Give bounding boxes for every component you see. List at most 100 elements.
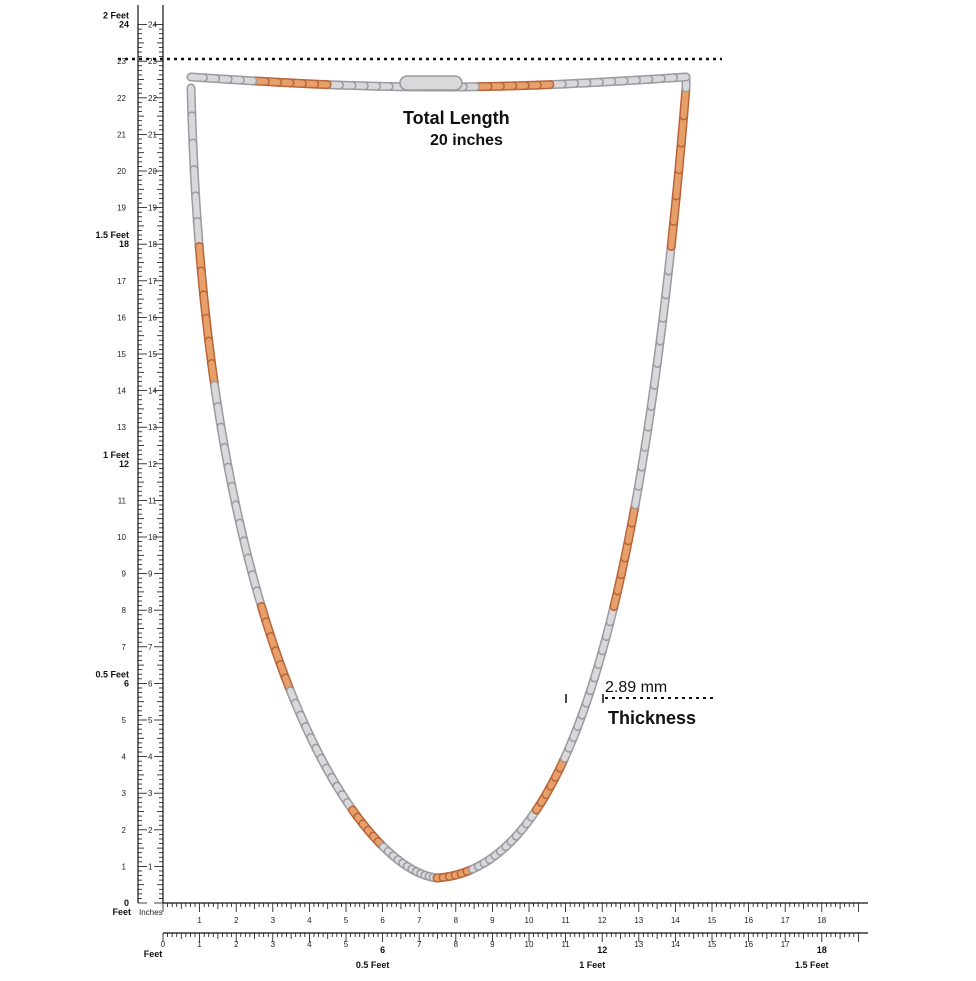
vertical-ruler-inch-number: 17 xyxy=(117,277,126,286)
chain-clasp xyxy=(400,76,462,90)
vertical-ruler-inch-number: 5 xyxy=(148,716,153,725)
horizontal-ruler-foot-label: 1 Feet xyxy=(579,960,605,970)
vertical-ruler-feet-inch-number: 6 xyxy=(124,678,129,688)
vertical-ruler-inch-number: 10 xyxy=(117,533,126,542)
horizontal-ruler-inch-number: 9 xyxy=(490,916,495,925)
horizontal-ruler-inch-number: 7 xyxy=(417,916,422,925)
horizontal-ruler-inch-number: 18 xyxy=(817,916,826,925)
vertical-ruler-inch-number: 20 xyxy=(148,167,157,176)
horizontal-ruler-bottom-number: 0 xyxy=(161,940,166,949)
horizontal-ruler-bottom-number: 16 xyxy=(744,940,753,949)
vertical-ruler-feet-caption: Feet xyxy=(112,907,131,917)
horizontal-ruler-bottom-number: 1 xyxy=(197,940,202,949)
horizontal-ruler-bottom-number: 14 xyxy=(671,940,680,949)
vertical-ruler-inch-number: 2 xyxy=(122,826,127,835)
horizontal-ruler-inch-number: 5 xyxy=(344,916,349,925)
vertical-ruler-inch-number: 7 xyxy=(148,643,153,652)
vertical-ruler-inch-number: 14 xyxy=(117,387,126,396)
horizontal-ruler-bottom-number: 11 xyxy=(561,940,570,949)
horizontal-ruler-foot-label: 1.5 Feet xyxy=(795,960,829,970)
vertical-ruler-inch-number: 3 xyxy=(148,789,153,798)
necklace-chain xyxy=(191,76,686,878)
vertical-ruler-inch-number: 20 xyxy=(117,167,126,176)
vertical-ruler-inch-number: 1 xyxy=(122,862,127,871)
vertical-ruler-inch-number: 16 xyxy=(148,313,157,322)
horizontal-ruler-inch-number: 11 xyxy=(561,916,570,925)
vertical-ruler-feet-inch-number: 18 xyxy=(119,239,129,249)
horizontal-ruler-bottom-number: 17 xyxy=(781,940,790,949)
vertical-ruler-inch-number: 11 xyxy=(118,496,127,505)
horizontal-ruler-foot-number: 12 xyxy=(597,945,607,955)
vertical-ruler-inch-number: 3 xyxy=(122,789,127,798)
vertical-ruler-inch-number: 16 xyxy=(117,313,126,322)
vertical-ruler-inch-number: 21 xyxy=(148,130,157,139)
horizontal-ruler-inch-number: 17 xyxy=(781,916,790,925)
vertical-ruler-inch-number: 4 xyxy=(122,753,127,762)
vertical-ruler-feet-inch-number: 12 xyxy=(119,459,129,469)
horizontal-ruler-feet-caption: Feet xyxy=(144,949,163,959)
vertical-ruler-inch-number: 21 xyxy=(117,130,126,139)
vertical-ruler-inch-number: 9 xyxy=(148,570,153,579)
vertical-ruler-inch-number: 13 xyxy=(117,423,126,432)
vertical-ruler-inch-number: 14 xyxy=(148,387,157,396)
vertical-ruler-inch-number: 13 xyxy=(148,423,157,432)
vertical-ruler-inch-number: 4 xyxy=(148,753,153,762)
vertical-ruler-inch-number: 10 xyxy=(148,533,157,542)
horizontal-ruler-inch-number: 16 xyxy=(744,916,753,925)
vertical-ruler-inch-number: 22 xyxy=(117,94,126,103)
vertical-ruler-inch-number: 24 xyxy=(148,21,157,30)
total-length-value: 20 inches xyxy=(430,132,503,150)
vertical-ruler-inch-number: 17 xyxy=(148,277,157,286)
horizontal-ruler-bottom-number: 2 xyxy=(234,940,239,949)
thickness-value: 2.89 mm xyxy=(605,679,667,697)
horizontal-ruler-inch-number: 3 xyxy=(271,916,276,925)
horizontal-ruler-inch-number: 8 xyxy=(454,916,459,925)
vertical-ruler-inch-number: 15 xyxy=(117,350,126,359)
vertical-ruler-inch-number: 8 xyxy=(148,606,153,615)
horizontal-ruler-bottom-number: 7 xyxy=(417,940,422,949)
horizontal-ruler-inch-number: 10 xyxy=(525,916,534,925)
vertical-ruler-inch-number: 9 xyxy=(122,570,127,579)
vertical-ruler-feet-inch-number: 24 xyxy=(119,20,129,30)
horizontal-ruler-foot-number: 18 xyxy=(817,945,827,955)
vertical-ruler-inch-number: 18 xyxy=(148,240,157,249)
horizontal-ruler-inch-number: 15 xyxy=(708,916,717,925)
vertical-ruler-inch-number: 8 xyxy=(122,606,127,615)
horizontal-ruler-bottom-number: 13 xyxy=(634,940,643,949)
horizontal-ruler-inch-number: 4 xyxy=(307,916,312,925)
vertical-ruler-inch-number: 6 xyxy=(148,679,153,688)
vertical-ruler-inch-number: 19 xyxy=(117,204,126,213)
horizontal-ruler-bottom-number: 15 xyxy=(708,940,717,949)
vertical-ruler-inch-number: 5 xyxy=(122,716,127,725)
horizontal-ruler-inch-number: 13 xyxy=(634,916,643,925)
total-length-label: Total Length xyxy=(403,108,510,129)
vertical-ruler-inch-number: 1 xyxy=(148,862,153,871)
horizontal-ruler-inch-number: 14 xyxy=(671,916,680,925)
horizontal-ruler-bottom-number: 9 xyxy=(490,940,495,949)
vertical-ruler-inch-number: 7 xyxy=(122,643,127,652)
horizontal-ruler-bottom-number: 8 xyxy=(454,940,459,949)
horizontal-ruler-bottom-number: 5 xyxy=(344,940,349,949)
vertical-ruler-inch-number: 12 xyxy=(148,460,157,469)
horizontal-ruler-inch-number: 1 xyxy=(197,916,202,925)
vertical-ruler-inch-number: 15 xyxy=(148,350,157,359)
vertical-ruler-inch-number: 22 xyxy=(148,94,157,103)
horizontal-ruler-foot-label: 0.5 Feet xyxy=(356,960,390,970)
horizontal-ruler-bottom-number: 10 xyxy=(525,940,534,949)
horizontal-ruler-bottom-number: 3 xyxy=(271,940,276,949)
chain-link-silver xyxy=(191,77,203,78)
vertical-ruler-inch-number: 2 xyxy=(148,826,153,835)
horizontal-ruler-bottom-number: 4 xyxy=(307,940,312,949)
horizontal-ruler-foot-number: 6 xyxy=(380,945,385,955)
vertical-ruler-inch-number: 11 xyxy=(148,496,157,505)
vertical-ruler-inch-number: 23 xyxy=(148,57,157,66)
horizontal-ruler-inch-number: 2 xyxy=(234,916,239,925)
vertical-ruler-inch-number: 19 xyxy=(148,204,157,213)
horizontal-ruler-inch-number: 12 xyxy=(598,916,607,925)
horizontal-ruler-inches-caption: Inches xyxy=(139,908,163,917)
horizontal-ruler-inch-number: 6 xyxy=(380,916,385,925)
thickness-label: Thickness xyxy=(608,708,696,729)
